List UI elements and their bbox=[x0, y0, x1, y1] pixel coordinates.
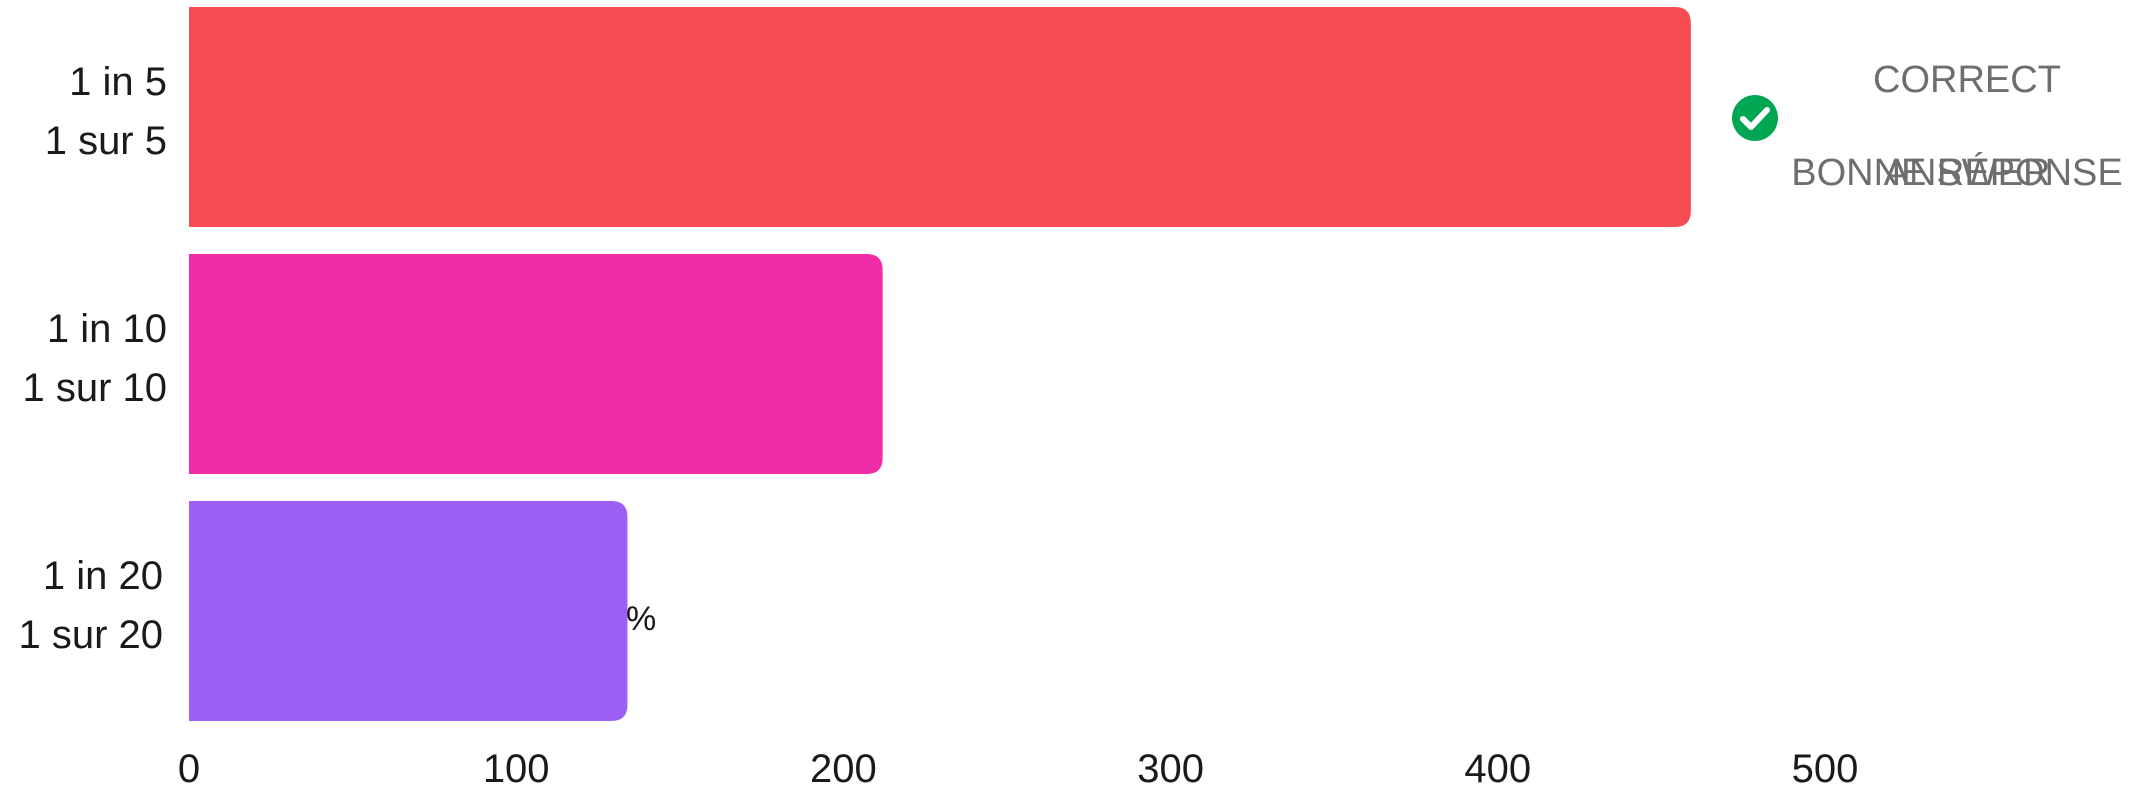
bar-2 bbox=[189, 254, 883, 474]
category-label-1-line-2: 1 sur 5 bbox=[45, 119, 167, 163]
x-tick-label-100: 100 bbox=[483, 747, 550, 791]
x-tick-label-300: 300 bbox=[1137, 747, 1204, 791]
category-label-1-line-1: 1 in 5 bbox=[69, 60, 167, 104]
category-label-3-line-1: 1 in 20 bbox=[43, 554, 163, 598]
value-suffix-label: % bbox=[626, 600, 656, 638]
x-tick-label-500: 500 bbox=[1792, 747, 1859, 791]
bars-group bbox=[189, 7, 1691, 721]
x-tick-label-200: 200 bbox=[810, 747, 877, 791]
annotation-line-bonne-reponse: BONNE RÉPONSE bbox=[1791, 151, 2123, 194]
annotation-line-correct: CORRECT bbox=[1873, 59, 2061, 101]
bar-3 bbox=[189, 501, 628, 721]
x-axis-ticks: 0 100 200 300 400 500 bbox=[178, 747, 1859, 791]
category-label-3-line-2: 1 sur 20 bbox=[18, 613, 163, 657]
correct-answer-annotation: CORRECT ANSWER BONNE RÉPONSE bbox=[1732, 59, 2123, 194]
category-label-2-line-1: 1 in 10 bbox=[47, 307, 167, 351]
category-labels: 1 in 5 1 sur 5 1 in 10 1 sur 10 1 in 20 1 sur… bbox=[18, 60, 167, 657]
category-label-2-line-2: 1 sur 10 bbox=[22, 366, 167, 410]
x-tick-label-400: 400 bbox=[1464, 747, 1531, 791]
check-circle-icon bbox=[1732, 95, 1778, 141]
annotation-line-answer: ANSWER bbox=[1884, 152, 2051, 194]
bar-1 bbox=[189, 7, 1691, 227]
x-tick-label-0: 0 bbox=[178, 747, 200, 791]
